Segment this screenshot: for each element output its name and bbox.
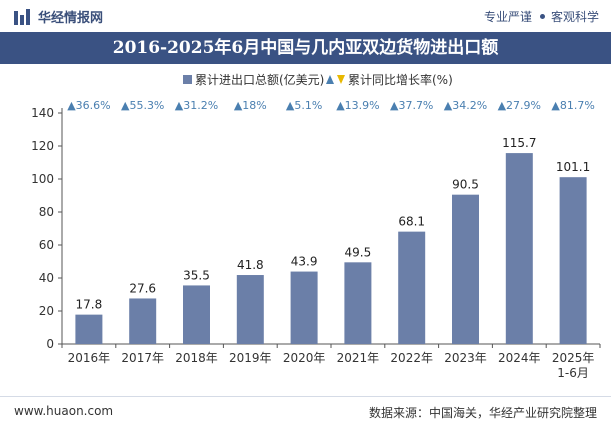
growth-rate-label: ▲5.1% [286, 99, 322, 112]
legend-growth-up-triangle-icon [326, 75, 334, 84]
x-tick-label: 2025年 [552, 351, 595, 365]
top-bar: 华经情报网 专业严谨 客观科学 [0, 0, 611, 32]
bar [452, 194, 479, 344]
bar-value-label: 90.5 [452, 178, 479, 192]
slogan-right: 客观科学 [550, 10, 599, 24]
legend: 累计进出口总额(亿美元) 累计同比增长率(%) [183, 72, 453, 87]
brand-logo-icon [14, 8, 32, 25]
bar [236, 275, 264, 344]
bar-value-label: 49.5 [345, 245, 372, 259]
legend-label-growth: 累计同比增长率(%) [348, 72, 453, 87]
bar [290, 271, 318, 344]
bar [559, 177, 587, 344]
x-tick-label: 2024年 [498, 351, 541, 365]
bar [129, 298, 157, 344]
bar-value-label: 101.1 [556, 160, 590, 174]
y-tick-label: 20 [39, 304, 54, 318]
y-tick-label: 120 [31, 139, 54, 153]
y-tick-label: 40 [39, 271, 54, 285]
y-tick-label: 0 [46, 337, 54, 351]
x-tick-label-line2: 1-6月 [557, 366, 589, 380]
x-tick-label: 2022年 [390, 351, 433, 365]
bar-value-label: 35.5 [183, 268, 210, 282]
bar [344, 262, 372, 344]
bar-value-label: 27.6 [129, 281, 156, 295]
growth-rate-label: ▲37.7% [390, 99, 433, 112]
bullet-icon [539, 14, 545, 19]
bar [183, 285, 210, 344]
footer-website[interactable]: www.huaon.com [14, 404, 114, 418]
bar-value-label: 68.1 [398, 215, 425, 229]
footer: www.huaon.com 数据来源：中国海关，华经产业研究院整理 [0, 396, 611, 427]
growth-rate-label: ▲13.9% [336, 99, 379, 112]
footer-source: 数据来源：中国海关，华经产业研究院整理 [368, 406, 597, 420]
x-tick-label: 2023年 [444, 351, 487, 365]
growth-rate-label: ▲36.6% [67, 99, 110, 112]
y-tick-label: 140 [31, 106, 54, 120]
bar-value-label: 41.8 [237, 258, 264, 272]
bar-chart: 累计进出口总额(亿美元) 累计同比增长率(%) 0 20 40 60 80 100 120 1… [31, 72, 601, 380]
y-tick-label: 60 [39, 238, 54, 252]
x-tick-label: 2017年 [121, 351, 164, 365]
growth-rate-label: ▲27.9% [498, 99, 541, 112]
growth-rate-label: ▲81.7% [551, 99, 594, 112]
legend-swatch-total [183, 75, 192, 84]
slogan: 专业严谨 客观科学 [484, 8, 599, 25]
x-tick-label: 2020年 [283, 351, 326, 365]
brand[interactable]: 华经情报网 [14, 7, 103, 26]
growth-rate-label: ▲18% [234, 99, 267, 112]
y-tick-label: 80 [39, 205, 54, 219]
bar-value-label: 115.7 [502, 136, 536, 150]
x-tick-label: 2021年 [337, 351, 380, 365]
x-tick-label: 2019年 [229, 351, 272, 365]
legend-label-total: 累计进出口总额(亿美元) [195, 72, 324, 87]
bar [505, 153, 533, 344]
bars: 17.8 2016年 27.6 2017年 35.5 2018年 41.8 2019年 43.9… [68, 136, 595, 380]
legend-growth-down-triangle-icon [337, 75, 345, 84]
bar-value-label: 43.9 [291, 255, 318, 269]
growth-rate-label: ▲55.3% [121, 99, 164, 112]
growth-rate-label: ▲34.2% [444, 99, 487, 112]
bar-value-label: 17.8 [76, 298, 103, 312]
brand-name: 华经情报网 [38, 11, 104, 26]
x-tick-label: 2016年 [68, 351, 111, 365]
chart-title: 2016-2025年6月中国与几内亚双边货物进出口额 [0, 32, 611, 64]
bar [75, 314, 103, 344]
y-tick-label: 100 [31, 172, 54, 186]
x-tick-label: 2018年 [175, 351, 218, 365]
bar [398, 231, 426, 344]
growth-labels: ▲36.6% ▲55.3% ▲31.2% ▲18% ▲5.1% ▲13.9% ▲37.7% ▲… [67, 99, 595, 112]
slogan-left: 专业严谨 [483, 10, 532, 24]
growth-rate-label: ▲31.2% [175, 99, 218, 112]
